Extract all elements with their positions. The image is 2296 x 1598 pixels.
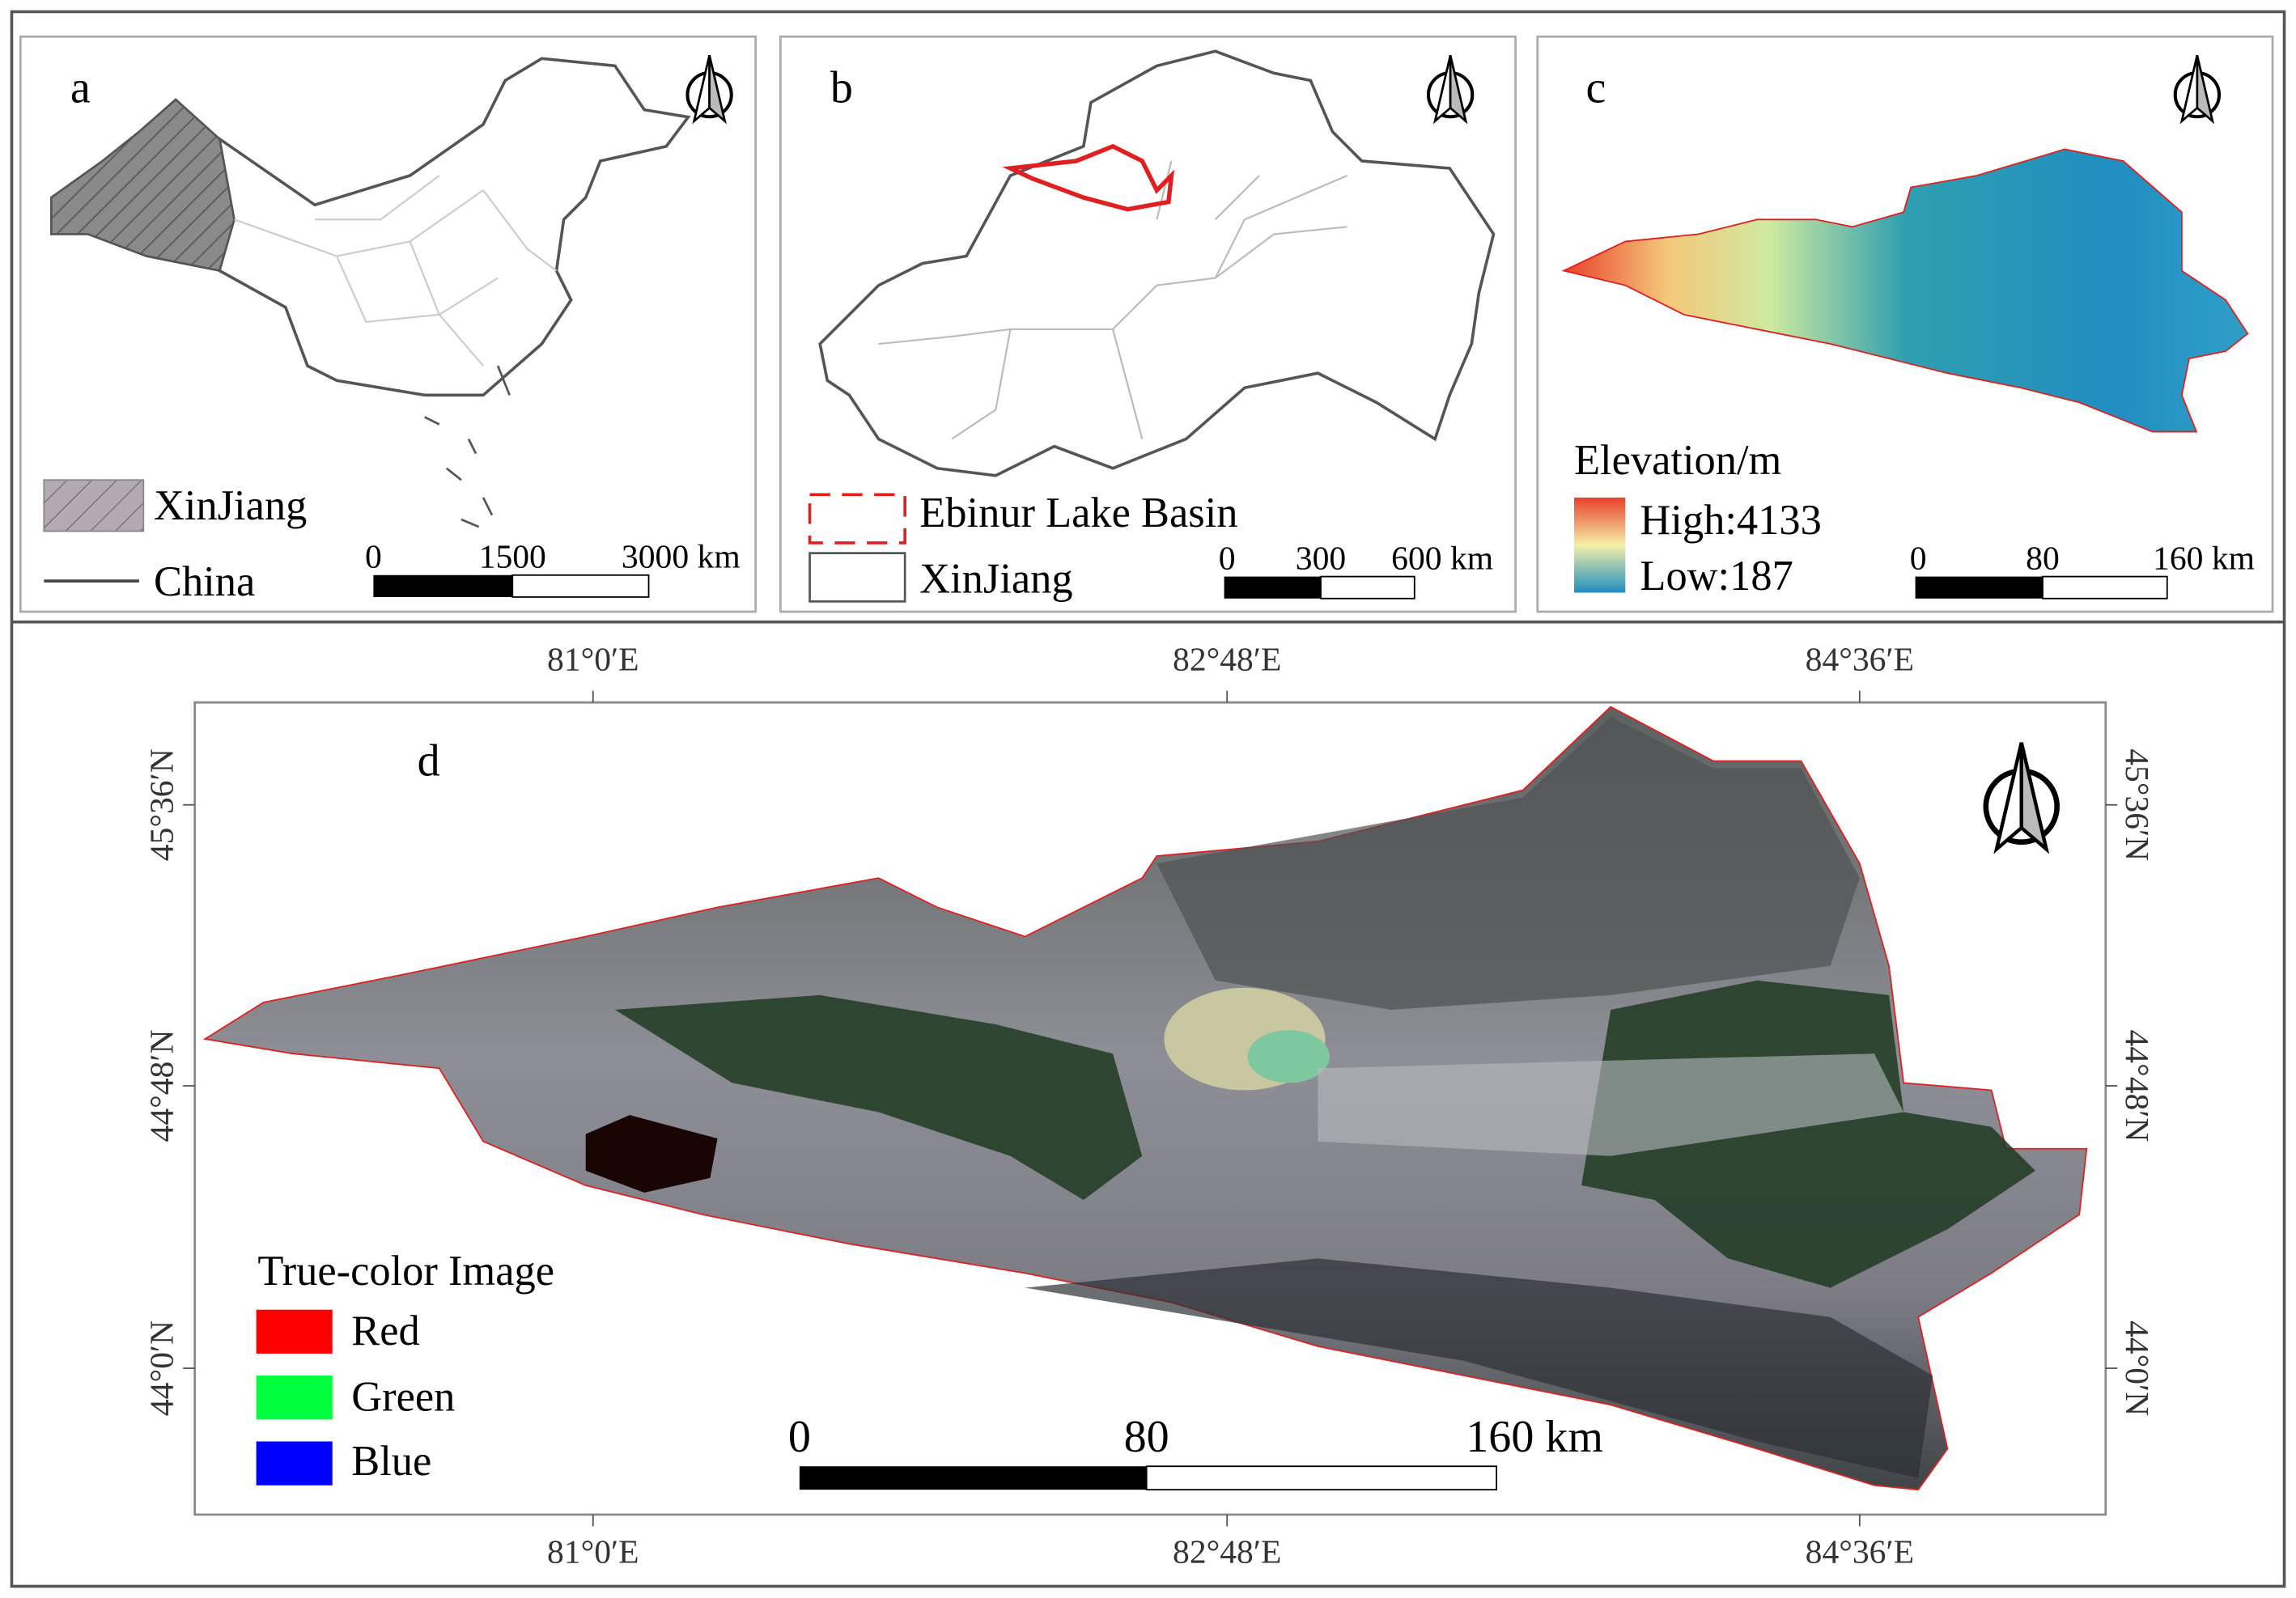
scale-bar	[511, 574, 650, 598]
scale-label: 3000 km	[622, 538, 741, 575]
legend-swatch	[43, 479, 145, 532]
scale-bar	[1145, 1465, 1498, 1491]
legend-label: Green	[351, 1374, 455, 1421]
panel-label: c	[1585, 63, 1606, 113]
panel-frame	[19, 35, 757, 613]
x-tick-label: 82°48′E	[1173, 1533, 1281, 1570]
x-ticks: 81°0′E 82°48′E 84°36′E 81°0′E 82°48′E 84…	[547, 640, 1914, 1570]
north-arrow	[1428, 55, 1472, 121]
legend-swatch	[256, 1375, 333, 1420]
panel-d: d 81°0′E 82°48′E 84°36′E 81°0′E 82°48′E …	[142, 640, 2156, 1570]
legend-swatch	[808, 552, 906, 603]
scale-bar	[1915, 576, 2043, 599]
y-tick-label: 45°36′N	[2119, 748, 2156, 861]
oasis-area	[1581, 980, 2035, 1288]
scale-label: 600 km	[1391, 540, 1493, 577]
x-tick-label: 81°0′E	[547, 1533, 639, 1570]
lake	[1247, 1030, 1330, 1083]
legend-ramp	[1574, 497, 1626, 593]
north-arrow	[687, 55, 731, 121]
islands	[424, 365, 511, 528]
legend-label: XinJiang	[154, 482, 307, 529]
outer-frame	[10, 10, 2286, 1588]
panel-label: b	[830, 63, 853, 113]
scale-bar	[1224, 576, 1321, 599]
legend-label: Ebinur Lake Basin	[919, 490, 1237, 536]
panel-label: d	[418, 736, 440, 786]
prefecture-borders	[878, 160, 1347, 440]
scale-label: 0	[788, 1412, 811, 1462]
panel-a: a XinJiang China 0 1500 3000 km	[43, 55, 741, 605]
x-tick-label: 81°0′E	[547, 640, 639, 677]
scale-label: 0	[365, 538, 382, 575]
north-arrow	[1986, 743, 2057, 850]
map-frame	[193, 701, 2107, 1516]
mountain-area	[1156, 717, 1860, 1010]
x-tick-label: 84°36′E	[1806, 640, 1914, 677]
x-tick-label: 84°36′E	[1806, 1533, 1914, 1570]
x-tick-label: 82°48′E	[1173, 640, 1281, 677]
elevation-map	[1561, 148, 2249, 433]
oasis-area	[614, 994, 1143, 1201]
scale-bar	[799, 1466, 1147, 1490]
china-outline	[189, 57, 691, 397]
north-arrow	[2175, 55, 2219, 121]
panel-b: b Ebinur Lake Basin XinJiang 0 300 600 k…	[808, 49, 1496, 603]
y-tick-label: 44°48′N	[2119, 1030, 2156, 1142]
y-tick-label: 44°0′N	[2119, 1320, 2156, 1416]
legend-label: Red	[351, 1308, 419, 1354]
scale-label: 0	[1219, 540, 1236, 577]
scale-bar	[2042, 575, 2168, 600]
scale-label: 160 km	[1466, 1412, 1603, 1462]
panel-label: a	[70, 63, 91, 113]
scale-label: 160 km	[2153, 540, 2255, 577]
scale-label: 300	[1296, 540, 1346, 577]
scale-bar	[1320, 575, 1415, 600]
y-ticks: 45°36′N 44°48′N 44°0′N 45°36′N 44°48′N 4…	[142, 748, 2156, 1416]
scale-label: 80	[1124, 1412, 1169, 1462]
scale-label: 0	[1910, 540, 1927, 577]
panel-frame	[1536, 35, 2274, 613]
legend-title: Elevation/m	[1574, 437, 1781, 484]
panel-c: c Elevation/m High:4133 Low:187 0 80 160…	[1561, 55, 2255, 600]
reservoir	[585, 1115, 718, 1193]
xinjiang-region	[49, 98, 236, 273]
legend-label: XinJiang	[919, 555, 1072, 602]
y-tick-label: 44°0′N	[142, 1320, 180, 1416]
legend-title: True-color Image	[257, 1248, 554, 1295]
panel-frame	[779, 35, 1517, 613]
mountain-area	[1025, 1258, 1933, 1478]
xinjiang-outline	[818, 49, 1496, 477]
scale-label: 1500	[479, 538, 546, 575]
legend-label: High:4133	[1640, 497, 1821, 544]
province-borders	[234, 175, 558, 367]
scale-bar	[373, 574, 513, 597]
legend-swatch	[808, 493, 906, 545]
desert-area	[1318, 1053, 1904, 1156]
scale-label: 80	[2026, 540, 2060, 577]
legend-label: China	[154, 558, 255, 605]
y-tick-label: 45°36′N	[142, 748, 180, 861]
basin-outline	[1002, 143, 1175, 212]
legend-swatch	[256, 1309, 333, 1354]
legend-label: Blue	[351, 1438, 431, 1485]
y-tick-label: 44°48′N	[142, 1030, 180, 1142]
legend-swatch	[256, 1441, 333, 1486]
legend-label: Low:187	[1640, 553, 1793, 600]
